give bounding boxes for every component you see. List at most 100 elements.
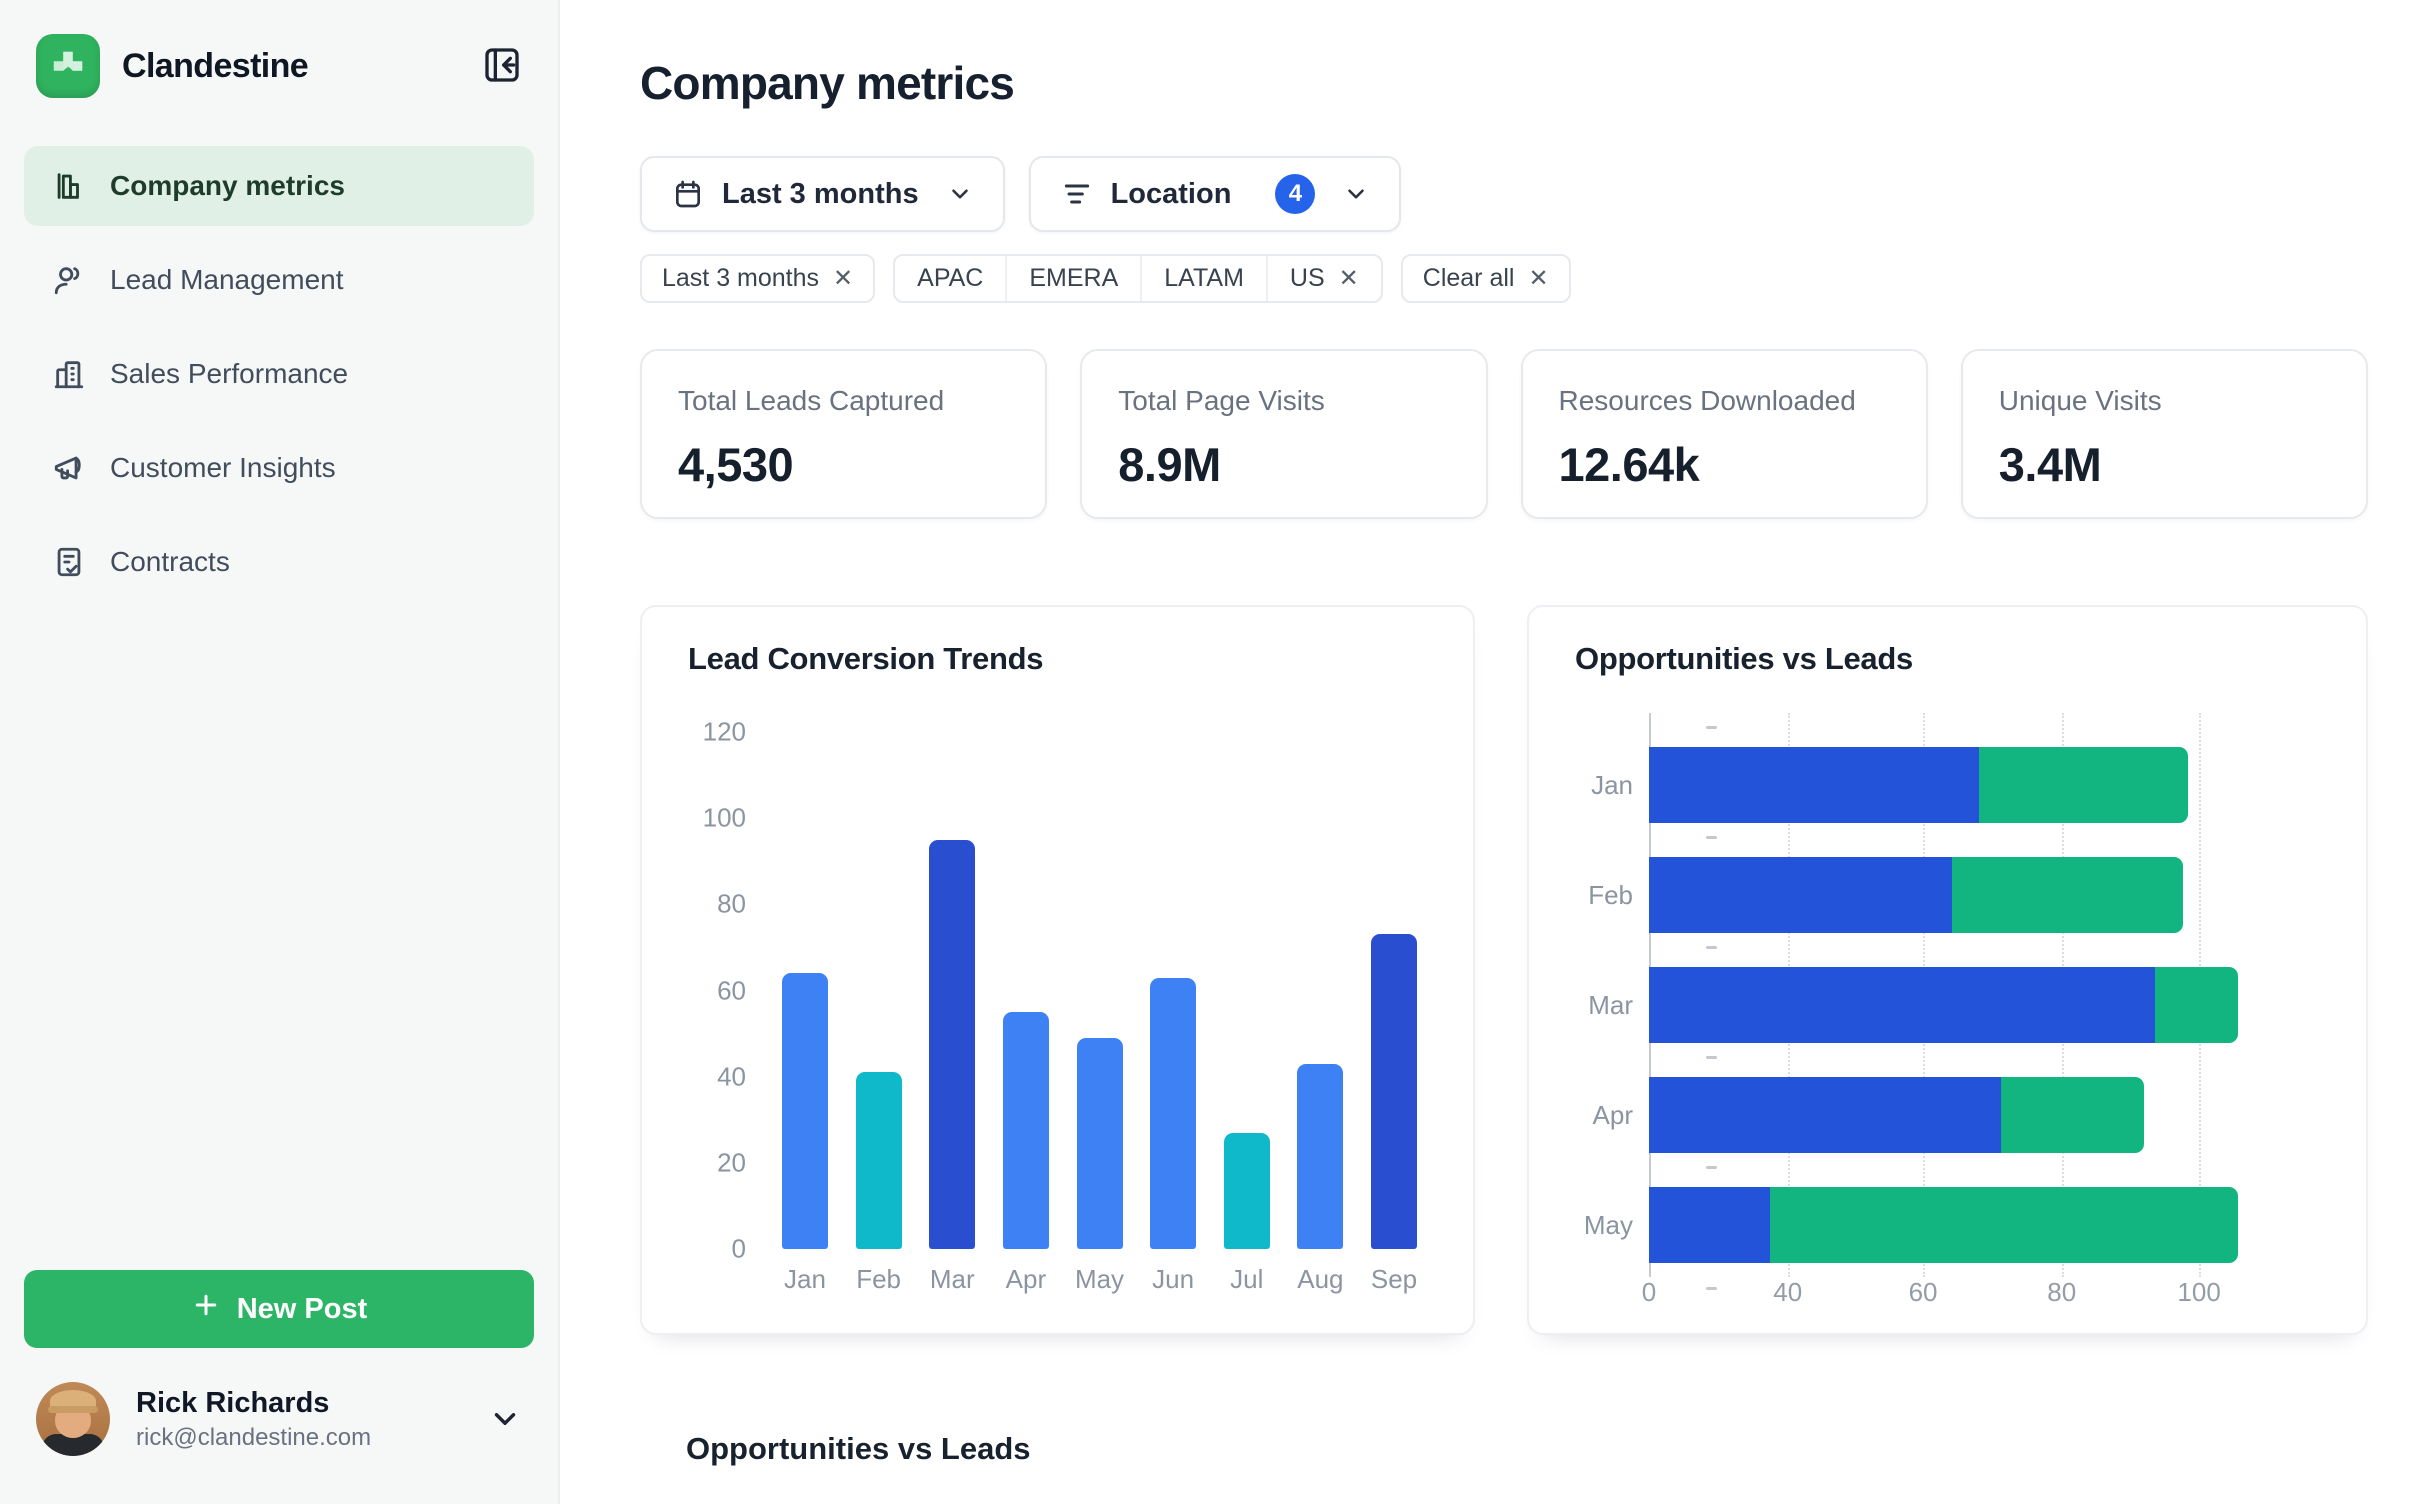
stacked-bar[interactable] — [1649, 967, 2238, 1043]
bar-chart-plot: Jan Feb Mar Apr May Jun Jul Aug Sep — [772, 729, 1427, 1294]
chart-column-icon — [52, 169, 86, 203]
chevron-down-icon — [947, 181, 973, 207]
bar-column-jul: Jul — [1223, 729, 1270, 1294]
date-range-dropdown[interactable]: Last 3 months — [640, 156, 1005, 232]
bar-column-jun: Jun — [1150, 729, 1197, 1294]
new-post-label: New Post — [236, 1292, 368, 1325]
bar-chart-lead-conversion: 0 20 40 60 80 100 120 Jan Feb Mar Apr May Jun Jul Aug… — [688, 717, 1427, 1295]
x-tick-label: Jun — [1152, 1264, 1195, 1294]
page-title: Company metrics — [640, 57, 1015, 109]
chart-card-opportunities-vs-leads: Opportunities vs Leads Jan Feb Mar Apr May 0… — [1527, 605, 2368, 1335]
stacked-bar[interactable] — [1649, 857, 2183, 933]
chip-location-label: APAC — [917, 264, 984, 292]
chip-group-locations: APAC EMERA LATAM US ✕ — [893, 254, 1383, 303]
bar[interactable] — [782, 973, 828, 1249]
user-menu[interactable]: Rick Richards rick@clandestine.com — [24, 1374, 534, 1464]
brand-logo-icon — [36, 34, 100, 98]
chip-date-range[interactable]: Last 3 months ✕ — [640, 254, 876, 303]
bar[interactable] — [929, 840, 976, 1249]
sidebar-item-lead-management[interactable]: Lead Management — [24, 240, 534, 320]
stacked-bar[interactable] — [1649, 1187, 2238, 1263]
segment-opportunities — [1649, 747, 1979, 823]
sidebar-item-label: Lead Management — [110, 264, 344, 295]
stacked-bar[interactable] — [1649, 1077, 2144, 1153]
calendar-icon — [672, 178, 704, 210]
y-tick-label: 40 — [717, 1061, 746, 1092]
y-tick-label: 80 — [717, 888, 746, 919]
close-icon[interactable]: ✕ — [1338, 265, 1359, 292]
user-meta: Rick Richards rick@clandestine.com — [136, 1387, 371, 1452]
segment-opportunities — [1649, 1077, 2001, 1153]
stacked-bar-rows: Jan Feb Mar Apr May — [1584, 713, 2320, 1277]
section-title-opportunities: Opportunities vs Leads — [686, 1431, 1031, 1466]
sidebar-item-contracts[interactable]: Contracts — [24, 522, 534, 602]
stat-value: 3.4M — [1998, 438, 2102, 491]
tick-dash — [1706, 1166, 1717, 1169]
bar[interactable] — [1297, 1064, 1344, 1249]
sidebar-item-customer-insights[interactable]: Customer Insights — [24, 428, 534, 508]
segment-leads — [1770, 1187, 2238, 1263]
y-axis-labels: 0 20 40 60 80 100 120 — [688, 717, 746, 1264]
bar[interactable] — [1371, 934, 1417, 1249]
clear-all-label: Clear all — [1422, 264, 1515, 292]
sidebar-item-label: Contracts — [110, 546, 230, 577]
sidebar-item-company-metrics[interactable]: Company metrics — [24, 146, 534, 226]
chip-location-us[interactable]: US ✕ — [1265, 256, 1381, 301]
x-tick-label: Jan — [784, 1264, 826, 1294]
stacked-bar-row-jan: Jan — [1591, 713, 2320, 823]
stacked-bar-row-may: May — [1584, 1153, 2320, 1263]
stacked-bar-row-apr: Apr — [1593, 1043, 2320, 1153]
segment-leads — [2155, 967, 2238, 1043]
sidebar-item-sales-performance[interactable]: Sales Performance — [24, 334, 534, 414]
chevron-down-icon[interactable] — [488, 1402, 522, 1436]
stat-label: Unique Visits — [1998, 385, 2162, 416]
stat-label: Resources Downloaded — [1558, 385, 1856, 416]
brand-name: Clandestine — [122, 46, 309, 85]
location-dropdown[interactable]: Location 4 — [1028, 156, 1402, 232]
chip-location-emera[interactable]: EMERA — [1005, 256, 1140, 301]
y-tick-label: 100 — [702, 802, 746, 833]
chip-location-apac[interactable]: APAC — [895, 256, 1005, 301]
stacked-bar[interactable] — [1649, 747, 2188, 823]
tick-dash — [1706, 726, 1717, 729]
new-post-button[interactable]: New Post — [24, 1270, 534, 1348]
chip-location-label: LATAM — [1164, 264, 1244, 292]
brand-header: Clandestine — [24, 30, 534, 102]
x-tick-label: Jul — [1230, 1264, 1264, 1294]
user-email: rick@clandestine.com — [136, 1423, 372, 1451]
close-icon[interactable]: ✕ — [833, 264, 854, 292]
sidebar-collapse-button[interactable] — [482, 45, 522, 88]
bar-column-sep: Sep — [1371, 729, 1417, 1294]
bar[interactable] — [855, 1072, 902, 1249]
close-icon[interactable]: ✕ — [1528, 264, 1549, 292]
segment-opportunities — [1649, 1187, 1770, 1263]
chip-location-label: EMERA — [1029, 264, 1119, 292]
segment-leads — [1952, 857, 2183, 933]
x-tick-label: Mar — [929, 1264, 975, 1294]
bar[interactable] — [1076, 1038, 1123, 1249]
y-tick-label: Feb — [1588, 879, 1633, 910]
bar-column-aug: Aug — [1297, 729, 1344, 1294]
bar[interactable] — [1223, 1133, 1270, 1249]
y-tick-label: Mar — [1588, 989, 1633, 1020]
chip-clear-all[interactable]: Clear all ✕ — [1400, 254, 1571, 303]
stat-card-total-page-visits: Total Page Visits 8.9M — [1080, 349, 1488, 519]
chip-location-label: US — [1289, 264, 1325, 292]
chip-location-latam[interactable]: LATAM — [1140, 256, 1266, 301]
stat-value: 4,530 — [678, 438, 794, 491]
plus-icon — [191, 1290, 221, 1328]
x-tick-label: Sep — [1370, 1264, 1418, 1294]
users-icon — [52, 263, 86, 297]
stat-card-resources-downloaded: Resources Downloaded 12.64k — [1520, 349, 1928, 519]
location-label: Location — [1110, 177, 1232, 210]
stat-card-unique-visits: Unique Visits 3.4M — [1960, 349, 2368, 519]
y-tick-label: 0 — [731, 1233, 746, 1264]
chart-card-lead-conversion: Lead Conversion Trends 0 20 40 60 80 100 120 J… — [640, 605, 1475, 1335]
bar[interactable] — [1002, 1012, 1049, 1249]
stat-label: Total Page Visits — [1118, 385, 1325, 416]
chart-title: Lead Conversion Trends — [688, 641, 1044, 676]
segment-opportunities — [1649, 967, 2155, 1043]
x-tick-label: Apr — [1005, 1264, 1047, 1294]
x-tick-label: 80 — [2047, 1277, 2077, 1307]
bar[interactable] — [1150, 978, 1197, 1249]
